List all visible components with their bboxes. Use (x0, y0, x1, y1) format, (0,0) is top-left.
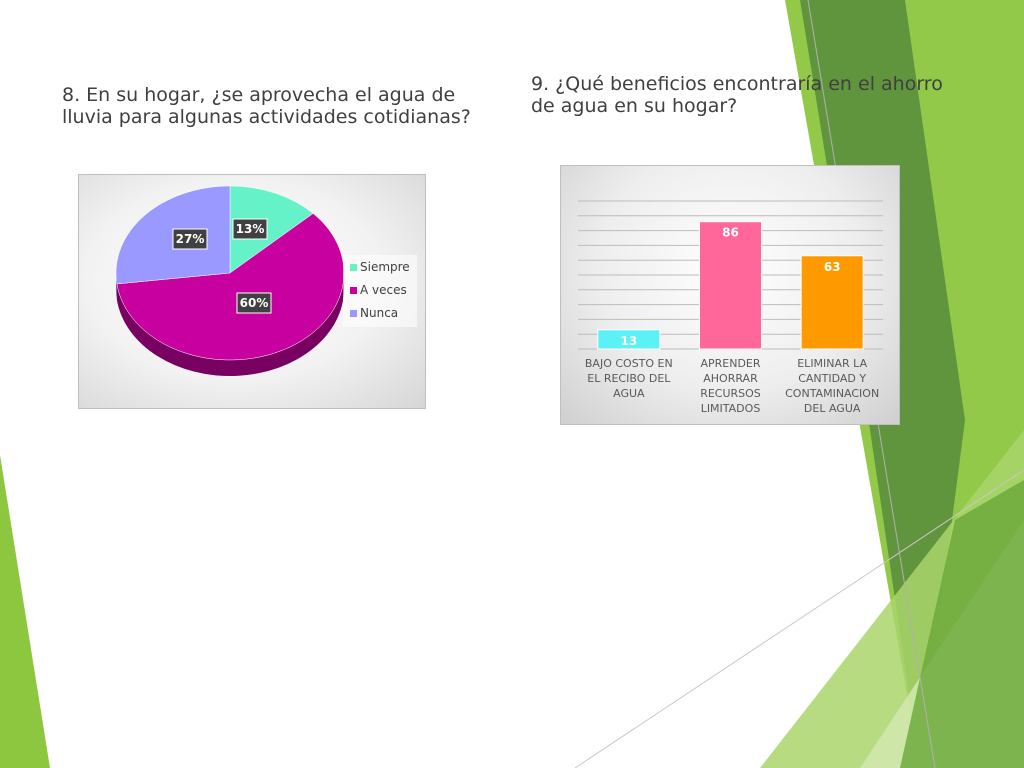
svg-text:13%: 13% (236, 222, 265, 236)
svg-text:27%: 27% (176, 232, 205, 246)
question-9-title: 9. ¿Qué beneficios encontraría en el aho… (531, 73, 943, 117)
legend-label-nunca: Nunca (360, 306, 398, 320)
pie-slice-a-veces (116, 213, 345, 361)
bar-value-label: 86 (722, 226, 739, 240)
bar-category-label: APRENDER AHORRAR RECURSOS LIMITADOS (700, 357, 761, 415)
pie-legend: Siempre A veces Nunca (343, 255, 417, 327)
green-shape-left (0, 455, 50, 768)
bar-category-label: ELIMINAR LA CANTIDAD Y CONTAMINACION DEL AG… (785, 357, 879, 415)
green-shape-bottom-dark (900, 480, 1024, 768)
legend-label-a-veces: A veces (360, 283, 407, 297)
bar-value-label: 13 (620, 334, 637, 348)
pie-side-a-veces (116, 273, 344, 376)
bar-3 (800, 255, 864, 350)
question-8-title: 8. En su hogar, ¿se aprovecha el agua de… (62, 84, 471, 128)
pie-data-label: 13% (232, 218, 268, 240)
legend-swatch-nunca (350, 310, 357, 317)
bar-category-label: BAJO COSTO EN EL RECIBO DEL AGUA (585, 357, 673, 400)
deco-line-1 (574, 469, 1024, 768)
bar-chart: 13 BAJO COSTO EN EL RECIBO DEL AGUA 86 APREND… (578, 200, 883, 415)
legend-label-siempre: Siempre (360, 260, 410, 274)
pie-data-label: 60% (236, 292, 272, 314)
legend-swatch-a-veces (350, 287, 357, 294)
pie-slice-siempre (229, 185, 314, 274)
bar-chart-panel: 13 BAJO COSTO EN EL RECIBO DEL AGUA 86 APREND… (560, 165, 900, 425)
svg-text:60%: 60% (240, 296, 269, 310)
pie-data-label: 27% (172, 228, 208, 250)
legend-swatch-siempre (350, 264, 357, 271)
bar-1 (597, 329, 661, 350)
pie-chart-panel: 13% 60% 27% Siempre A veces Nunca (78, 174, 426, 409)
bar-value-label: 63 (824, 260, 841, 274)
pie-chart: 13% 60% 27% Siempre A veces Nunca (115, 185, 417, 376)
bar-2 (699, 221, 762, 350)
